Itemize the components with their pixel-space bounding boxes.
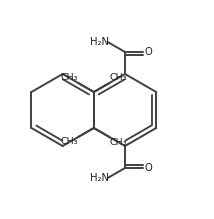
Text: O: O [144,163,152,173]
Text: H₂N: H₂N [90,173,109,183]
Text: H₂N: H₂N [90,37,109,47]
Text: CH₃: CH₃ [109,138,127,147]
Text: CH₃: CH₃ [61,138,78,147]
Text: CH₃: CH₃ [61,74,78,83]
Text: CH₃: CH₃ [109,74,127,83]
Text: O: O [144,47,152,57]
